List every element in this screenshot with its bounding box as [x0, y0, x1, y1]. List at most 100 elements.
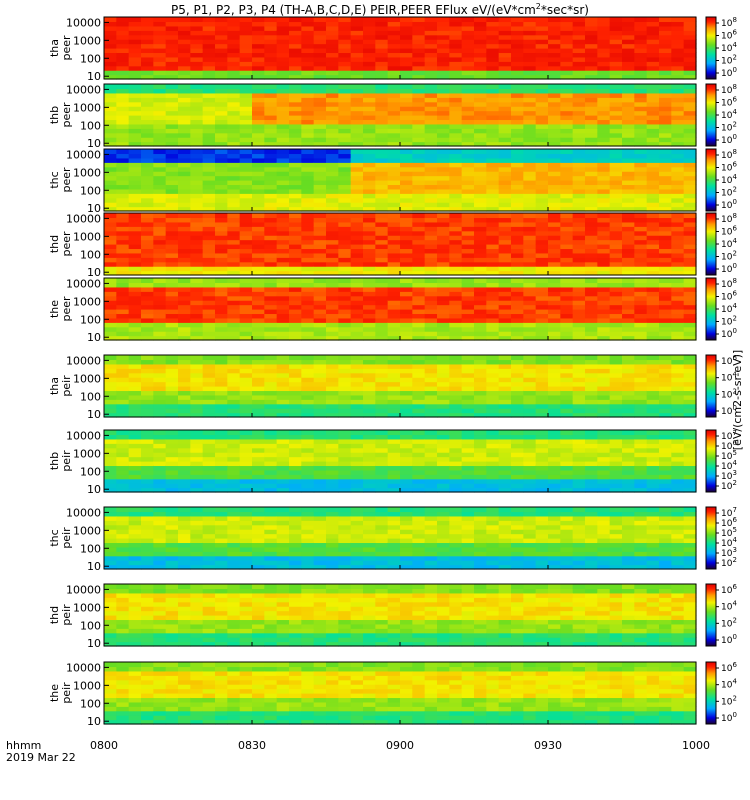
spectrogram-cell: [141, 52, 154, 58]
spectrogram-cell: [634, 70, 648, 76]
spectrogram-cell: [597, 119, 611, 125]
spectrogram-cell: [338, 443, 352, 449]
spectrogram-cell: [535, 403, 549, 409]
spectrogram-cell: [449, 456, 463, 462]
spectrogram-cell: [659, 452, 672, 458]
spectrogram-cell: [671, 202, 685, 208]
spectrogram-cell: [609, 266, 623, 272]
panel-ylabel: thbpeir: [48, 450, 73, 472]
spectrogram-cell: [313, 52, 327, 58]
spectrogram-cell: [548, 137, 561, 143]
y-tick-label: 10: [87, 331, 101, 344]
spectrogram-cell: [659, 180, 672, 186]
spectrogram-cell: [313, 474, 327, 480]
spectrogram-cell: [572, 92, 586, 98]
spectrogram-cell: [178, 511, 191, 517]
spectrogram-cell: [239, 363, 253, 369]
spectrogram-cell: [301, 331, 315, 337]
spectrogram-cell: [486, 363, 500, 369]
spectrogram-cell: [239, 119, 253, 125]
spectrogram-cell: [190, 226, 204, 232]
spectrogram-cell: [227, 465, 241, 471]
spectrogram-cell: [289, 206, 302, 212]
colorbar-tick-label: 100: [721, 327, 737, 340]
spectrogram-cell: [486, 399, 500, 405]
spectrogram-cell: [338, 304, 352, 310]
spectrogram-cell: [363, 101, 376, 107]
spectrogram-cell: [375, 447, 389, 453]
spectrogram-cell: [289, 443, 302, 449]
spectrogram-cell: [289, 115, 302, 121]
spectrogram-cell: [363, 282, 376, 288]
spectrogram-cell: [375, 106, 389, 112]
spectrogram-cell: [301, 377, 315, 383]
spectrogram-cell: [165, 560, 179, 566]
spectrogram-cell: [141, 403, 154, 409]
spectrogram-cell: [363, 149, 376, 155]
spectrogram-cell: [511, 202, 524, 208]
spectrogram-cell: [178, 533, 191, 539]
spectrogram-cell: [227, 119, 241, 125]
spectrogram-cell: [190, 92, 204, 98]
spectrogram-cell: [424, 88, 438, 94]
spectrogram-cell: [560, 48, 574, 54]
spectrogram-cell: [622, 128, 635, 134]
spectrogram-cell: [301, 438, 315, 444]
spectrogram-cell: [153, 377, 167, 383]
spectrogram-cell: [128, 65, 142, 71]
spectrogram-cell: [363, 465, 376, 471]
spectrogram-cell: [165, 511, 179, 517]
spectrogram-cell: [116, 188, 130, 194]
spectrogram-cell: [437, 257, 450, 263]
spectrogram-cell: [338, 43, 352, 49]
spectrogram-cell: [646, 97, 660, 103]
spectrogram-cell: [659, 171, 672, 177]
spectrogram-cell: [548, 403, 561, 409]
spectrogram-cell: [486, 202, 500, 208]
spectrogram-cell: [634, 141, 648, 147]
spectrogram-cell: [387, 355, 401, 361]
spectrogram-cell: [153, 335, 167, 341]
spectrogram-cell: [572, 438, 586, 444]
spectrogram-cell: [202, 322, 216, 328]
spectrogram-cell: [511, 381, 524, 387]
spectrogram-cell: [264, 447, 278, 453]
spectrogram-cell: [424, 21, 438, 27]
spectrogram-cell: [449, 363, 463, 369]
spectrogram-cell: [572, 202, 586, 208]
spectrogram-cell: [585, 309, 598, 315]
colorbar-tick-label: 106: [721, 225, 737, 238]
spectrogram-cell: [424, 25, 438, 31]
spectrogram-cell: [165, 39, 179, 45]
spectrogram-cell: [289, 166, 302, 172]
spectrogram-cell: [609, 149, 623, 155]
spectrogram-cell: [597, 438, 611, 444]
spectrogram-cell: [190, 551, 204, 557]
spectrogram-cell: [449, 52, 463, 58]
spectrogram-cell: [301, 282, 315, 288]
spectrogram-cell: [276, 257, 290, 263]
spectrogram-cell: [276, 206, 290, 212]
spectrogram-cell: [104, 300, 117, 306]
spectrogram-cell: [634, 153, 648, 159]
spectrogram-cell: [264, 443, 278, 449]
spectrogram-cell: [498, 70, 512, 76]
spectrogram-cell: [141, 447, 154, 453]
spectrogram-cell: [289, 313, 302, 319]
spectrogram-cell: [412, 162, 426, 168]
spectrogram-cell: [449, 226, 463, 232]
spectrogram-cell: [215, 137, 228, 143]
spectrogram-cell: [412, 188, 426, 194]
spectrogram-cell: [153, 443, 167, 449]
spectrogram-cell: [560, 149, 574, 155]
spectrogram-cell: [326, 469, 339, 475]
spectrogram-cell: [313, 132, 327, 138]
spectrogram-cell: [622, 180, 635, 186]
spectrogram-cell: [560, 282, 574, 288]
spectrogram-cell: [104, 39, 117, 45]
spectrogram-cell: [141, 465, 154, 471]
spectrogram-cell: [227, 266, 241, 272]
spectrogram-cell: [313, 30, 327, 36]
spectrogram-cell: [585, 239, 598, 245]
spectrogram-cell: [523, 313, 537, 319]
